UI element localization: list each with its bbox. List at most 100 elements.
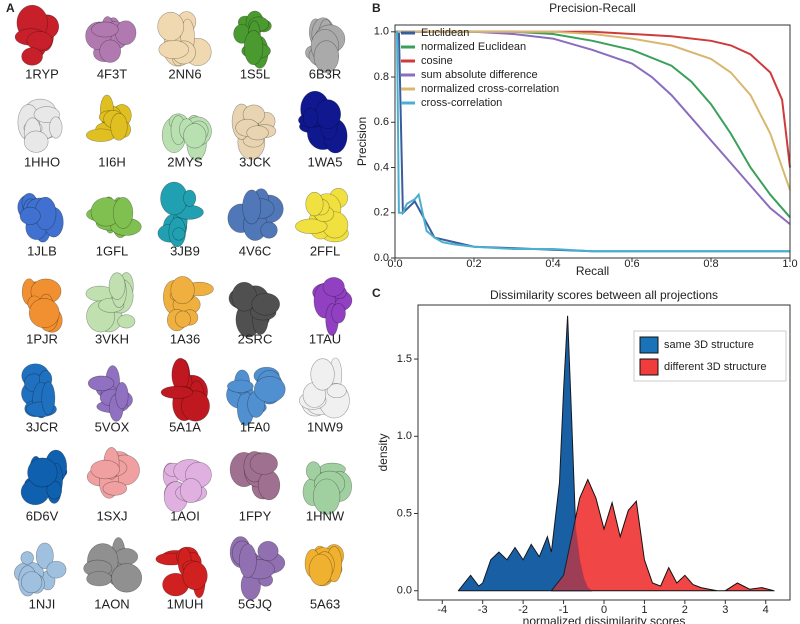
- legend-label: sum absolute difference: [421, 69, 538, 81]
- structure-image: [157, 181, 204, 248]
- structure-blob: [27, 457, 58, 488]
- structure-blob: [115, 382, 129, 410]
- pr-line: [395, 30, 790, 253]
- y-tick-label: 0.5: [397, 507, 412, 519]
- structure-label: 2MYS: [167, 154, 203, 169]
- structure-blob: [322, 277, 345, 297]
- structure-blob: [49, 116, 63, 139]
- structure-image: [162, 276, 214, 332]
- structure-image: [312, 277, 353, 336]
- x-tick-label: 3: [722, 604, 728, 616]
- x-tick-label: 0.4: [545, 258, 560, 270]
- x-tick-label: 0: [601, 604, 607, 616]
- structure-image: [229, 451, 281, 501]
- structure-blob: [28, 298, 60, 329]
- structure-label: 4V6C: [239, 243, 272, 258]
- x-tick-label: 1: [641, 604, 647, 616]
- structure-blob: [172, 227, 186, 241]
- structure-blob: [21, 47, 43, 66]
- structure-image: [83, 537, 143, 593]
- structure-image: [86, 94, 132, 142]
- legend-swatch: [639, 336, 659, 354]
- structure-image: [85, 272, 136, 333]
- structure-label: 1A36: [170, 331, 200, 346]
- structure-blob: [310, 358, 335, 391]
- chart-title: Precision-Recall: [549, 1, 636, 15]
- density-area: [550, 478, 775, 592]
- structure-label: 2NN6: [168, 66, 201, 81]
- panel-label: A: [6, 1, 15, 15]
- y-tick-label: 0.2: [374, 207, 389, 219]
- structure-label: 1TAU: [309, 331, 341, 346]
- structure-image: [162, 459, 212, 513]
- structure-blob: [183, 189, 197, 207]
- structure-blob: [242, 189, 262, 225]
- structure-image: [304, 544, 344, 587]
- structure-blob: [314, 99, 341, 129]
- structure-label: 2FFL: [310, 243, 340, 258]
- structure-label: 4F3T: [97, 66, 127, 81]
- structure-image: [302, 461, 353, 515]
- structure-blob: [331, 303, 346, 324]
- x-tick-label: 2: [682, 604, 688, 616]
- structure-label: 3JCR: [26, 419, 59, 434]
- x-tick-label: -2: [518, 604, 528, 616]
- x-tick-label: -4: [437, 604, 447, 616]
- plot-frame: [417, 304, 791, 601]
- structure-blob: [158, 40, 190, 60]
- structure-image: [85, 16, 137, 63]
- structure-image: [13, 542, 67, 597]
- structure-blob: [257, 470, 281, 501]
- structure-label: 3VKH: [95, 331, 129, 346]
- structure-blob: [312, 478, 341, 515]
- x-tick-label: -3: [478, 604, 488, 616]
- x-tick-label: 0.0: [387, 258, 402, 270]
- structure-label: 5VOX: [95, 419, 130, 434]
- structure-label: 6D6V: [26, 508, 59, 523]
- structure-blob: [112, 197, 134, 229]
- structure-blob: [305, 191, 324, 217]
- structure-label: 3JB9: [170, 243, 200, 258]
- structure-blob: [302, 107, 318, 129]
- structure-blob: [23, 130, 49, 153]
- structure-image: [155, 546, 208, 599]
- structure-blob: [179, 478, 203, 503]
- panel-label: C: [372, 286, 381, 300]
- y-tick-label: 0.0: [374, 252, 389, 264]
- structure-label: 1GFL: [96, 243, 129, 258]
- structure-image: [161, 113, 212, 161]
- structure-blob: [326, 383, 347, 399]
- structure-blob: [46, 560, 67, 579]
- structure-image: [229, 536, 286, 601]
- structure-blob: [26, 31, 53, 51]
- x-axis-label: normalized dissimilarity scores: [523, 614, 686, 624]
- structure-label: 1NW9: [307, 419, 343, 434]
- overlap-tint: [458, 315, 592, 591]
- structure-image: [17, 192, 64, 243]
- structure-blob: [157, 11, 185, 42]
- structure-blob: [251, 292, 280, 316]
- structure-image: [21, 278, 63, 333]
- y-axis-label: density: [376, 433, 390, 471]
- legend-label: cosine: [421, 55, 453, 67]
- structure-image: [299, 357, 350, 419]
- pr-line: [395, 30, 791, 191]
- structure-image: [228, 281, 280, 338]
- structure-blob: [110, 112, 128, 141]
- structure-label: 1S5L: [240, 66, 270, 81]
- structure-label: 1HNW: [306, 508, 345, 523]
- structure-blob: [102, 481, 128, 496]
- y-tick-label: 1.0: [374, 26, 389, 38]
- structure-blob: [308, 553, 333, 586]
- pr-line: [395, 30, 791, 168]
- structure-image: [14, 4, 60, 66]
- structure-label: 6B3R: [309, 66, 342, 81]
- structure-image: [86, 196, 142, 238]
- structure-image: [295, 187, 349, 243]
- structure-blob: [86, 571, 113, 587]
- structure-label: 1RYP: [25, 66, 59, 81]
- structure-blob: [183, 123, 207, 149]
- y-tick-label: 1.0: [397, 430, 412, 442]
- structure-image: [87, 365, 133, 422]
